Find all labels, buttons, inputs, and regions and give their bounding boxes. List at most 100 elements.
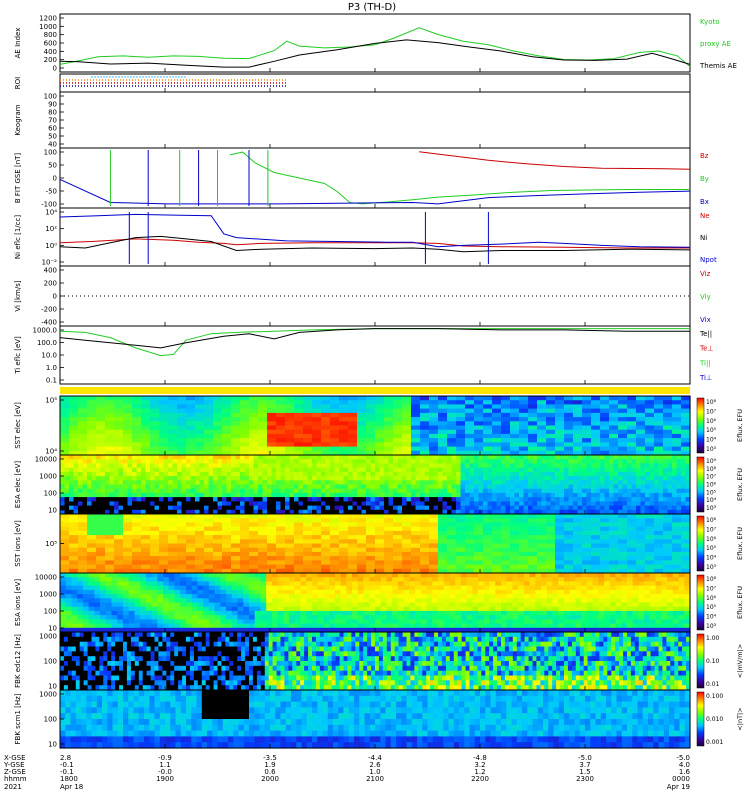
spectrogram-cell	[217, 505, 223, 511]
spectrogram-cell	[186, 459, 192, 464]
spectrogram-cell	[582, 560, 592, 566]
spectrogram-cell	[663, 522, 673, 528]
spectrogram-cell	[573, 564, 583, 570]
spectrogram-cell	[303, 438, 313, 443]
spectrogram-cell	[618, 417, 628, 422]
spectrogram-cell	[613, 459, 619, 464]
spectrogram-cell	[474, 501, 480, 507]
spectrogram-cell	[343, 459, 349, 464]
spectrogram-cell	[510, 438, 520, 443]
spectrogram-cell	[432, 619, 439, 625]
spectrogram-cell	[510, 463, 516, 469]
spectrogram-cell	[409, 619, 416, 625]
spectrogram-cell	[330, 568, 340, 574]
spectrogram-cell	[474, 497, 480, 502]
spectrogram-cell	[303, 505, 309, 511]
spectrogram-cell	[555, 497, 561, 502]
spectrogram-cell	[213, 429, 223, 435]
spectrogram-cell	[289, 455, 295, 460]
spectrogram-cell	[501, 446, 511, 452]
spectrogram-cell	[321, 539, 331, 545]
spectrogram-cell	[456, 425, 466, 431]
spectrogram-cell	[298, 501, 304, 507]
spectrogram-cell	[141, 522, 151, 528]
spectrogram-cell	[283, 581, 290, 587]
spectrogram-cell	[420, 598, 428, 604]
spectrogram-cell	[672, 438, 682, 443]
spectrogram-cell	[447, 501, 453, 507]
spectrogram-cell	[465, 522, 475, 528]
spectrogram-cell	[451, 467, 457, 473]
spectrogram-cell	[375, 412, 385, 418]
spectrogram-cell	[312, 501, 318, 507]
spectrogram-cell	[312, 535, 322, 540]
spectrogram-cell	[231, 467, 237, 473]
spectrogram-cell	[71, 627, 78, 633]
spectrogram-cell	[306, 589, 313, 595]
spectrogram-cell	[654, 412, 664, 418]
spectrogram-cell	[348, 412, 358, 418]
spectrogram-cell	[438, 551, 448, 557]
spectrogram-cell	[208, 619, 216, 625]
spectrogram-cell	[519, 488, 525, 494]
spectrogram-cell	[60, 514, 70, 519]
spectrogram-cell	[222, 514, 232, 519]
spectrogram-cell	[393, 467, 399, 473]
spectrogram-cell	[78, 551, 88, 557]
spectrogram-cell	[501, 509, 507, 515]
spectrogram-cell	[489, 623, 496, 629]
spectrogram-cell	[432, 627, 439, 633]
spectrogram-cell	[231, 412, 241, 418]
spectrogram-cell	[564, 535, 574, 540]
spectrogram-cell	[105, 615, 113, 620]
spectrogram-cell	[321, 463, 327, 469]
spectrogram-cell	[303, 412, 313, 418]
spectrogram-cell	[622, 459, 628, 464]
spectrogram-cell	[307, 476, 313, 481]
spectrogram-cell	[375, 463, 381, 469]
spectrogram-cell	[334, 627, 342, 633]
spectrogram-cell	[132, 450, 142, 456]
spectrogram-cell	[357, 564, 367, 570]
spectrogram-cell	[208, 615, 216, 620]
spectrogram-cell	[231, 450, 241, 456]
spectrogram-cell	[455, 598, 462, 604]
spectrogram-cell	[483, 400, 493, 405]
spectrogram-cell	[352, 463, 358, 469]
spectrogram-cell	[447, 497, 453, 502]
spectrogram-cell	[478, 594, 485, 599]
spectrogram-cell	[550, 480, 556, 486]
spectrogram-cell	[555, 455, 561, 460]
spectrogram-cell	[141, 476, 147, 481]
spectrogram-cell	[411, 522, 421, 528]
spectrogram-cell	[285, 535, 295, 540]
spectrogram-cell	[438, 408, 448, 414]
spectrogram-cell	[186, 450, 196, 456]
spectrogram-cell	[667, 455, 673, 460]
spectrogram-cell	[640, 509, 646, 515]
spectrogram-cell	[433, 467, 439, 473]
spectrogram-cell	[388, 497, 394, 502]
spectrogram-cell	[555, 564, 565, 570]
spectrogram-cell	[82, 589, 90, 595]
spectrogram-cell	[537, 488, 543, 494]
spectrogram-cell	[456, 568, 466, 574]
spectrogram-cell	[339, 455, 345, 460]
spectrogram-cell	[600, 514, 610, 519]
spectrogram-cell	[231, 433, 241, 439]
spectrogram-cell	[618, 450, 628, 456]
spectrogram-cell	[510, 551, 520, 557]
spectrogram-cell	[132, 509, 138, 515]
spectrogram-cell	[213, 404, 223, 410]
spectrogram-cell	[88, 606, 95, 612]
spectrogram-cell	[60, 501, 66, 507]
spectrogram-cell	[240, 400, 250, 405]
spectrogram-cell	[340, 610, 347, 616]
spectrogram-cell	[564, 480, 570, 486]
spectrogram-cell	[505, 484, 511, 490]
spectrogram-cell	[438, 581, 445, 587]
spectrogram-cell	[456, 412, 466, 418]
spectrogram-cell	[114, 497, 120, 502]
spectrogram-cell	[237, 594, 244, 599]
spectrogram-cell	[663, 455, 669, 460]
